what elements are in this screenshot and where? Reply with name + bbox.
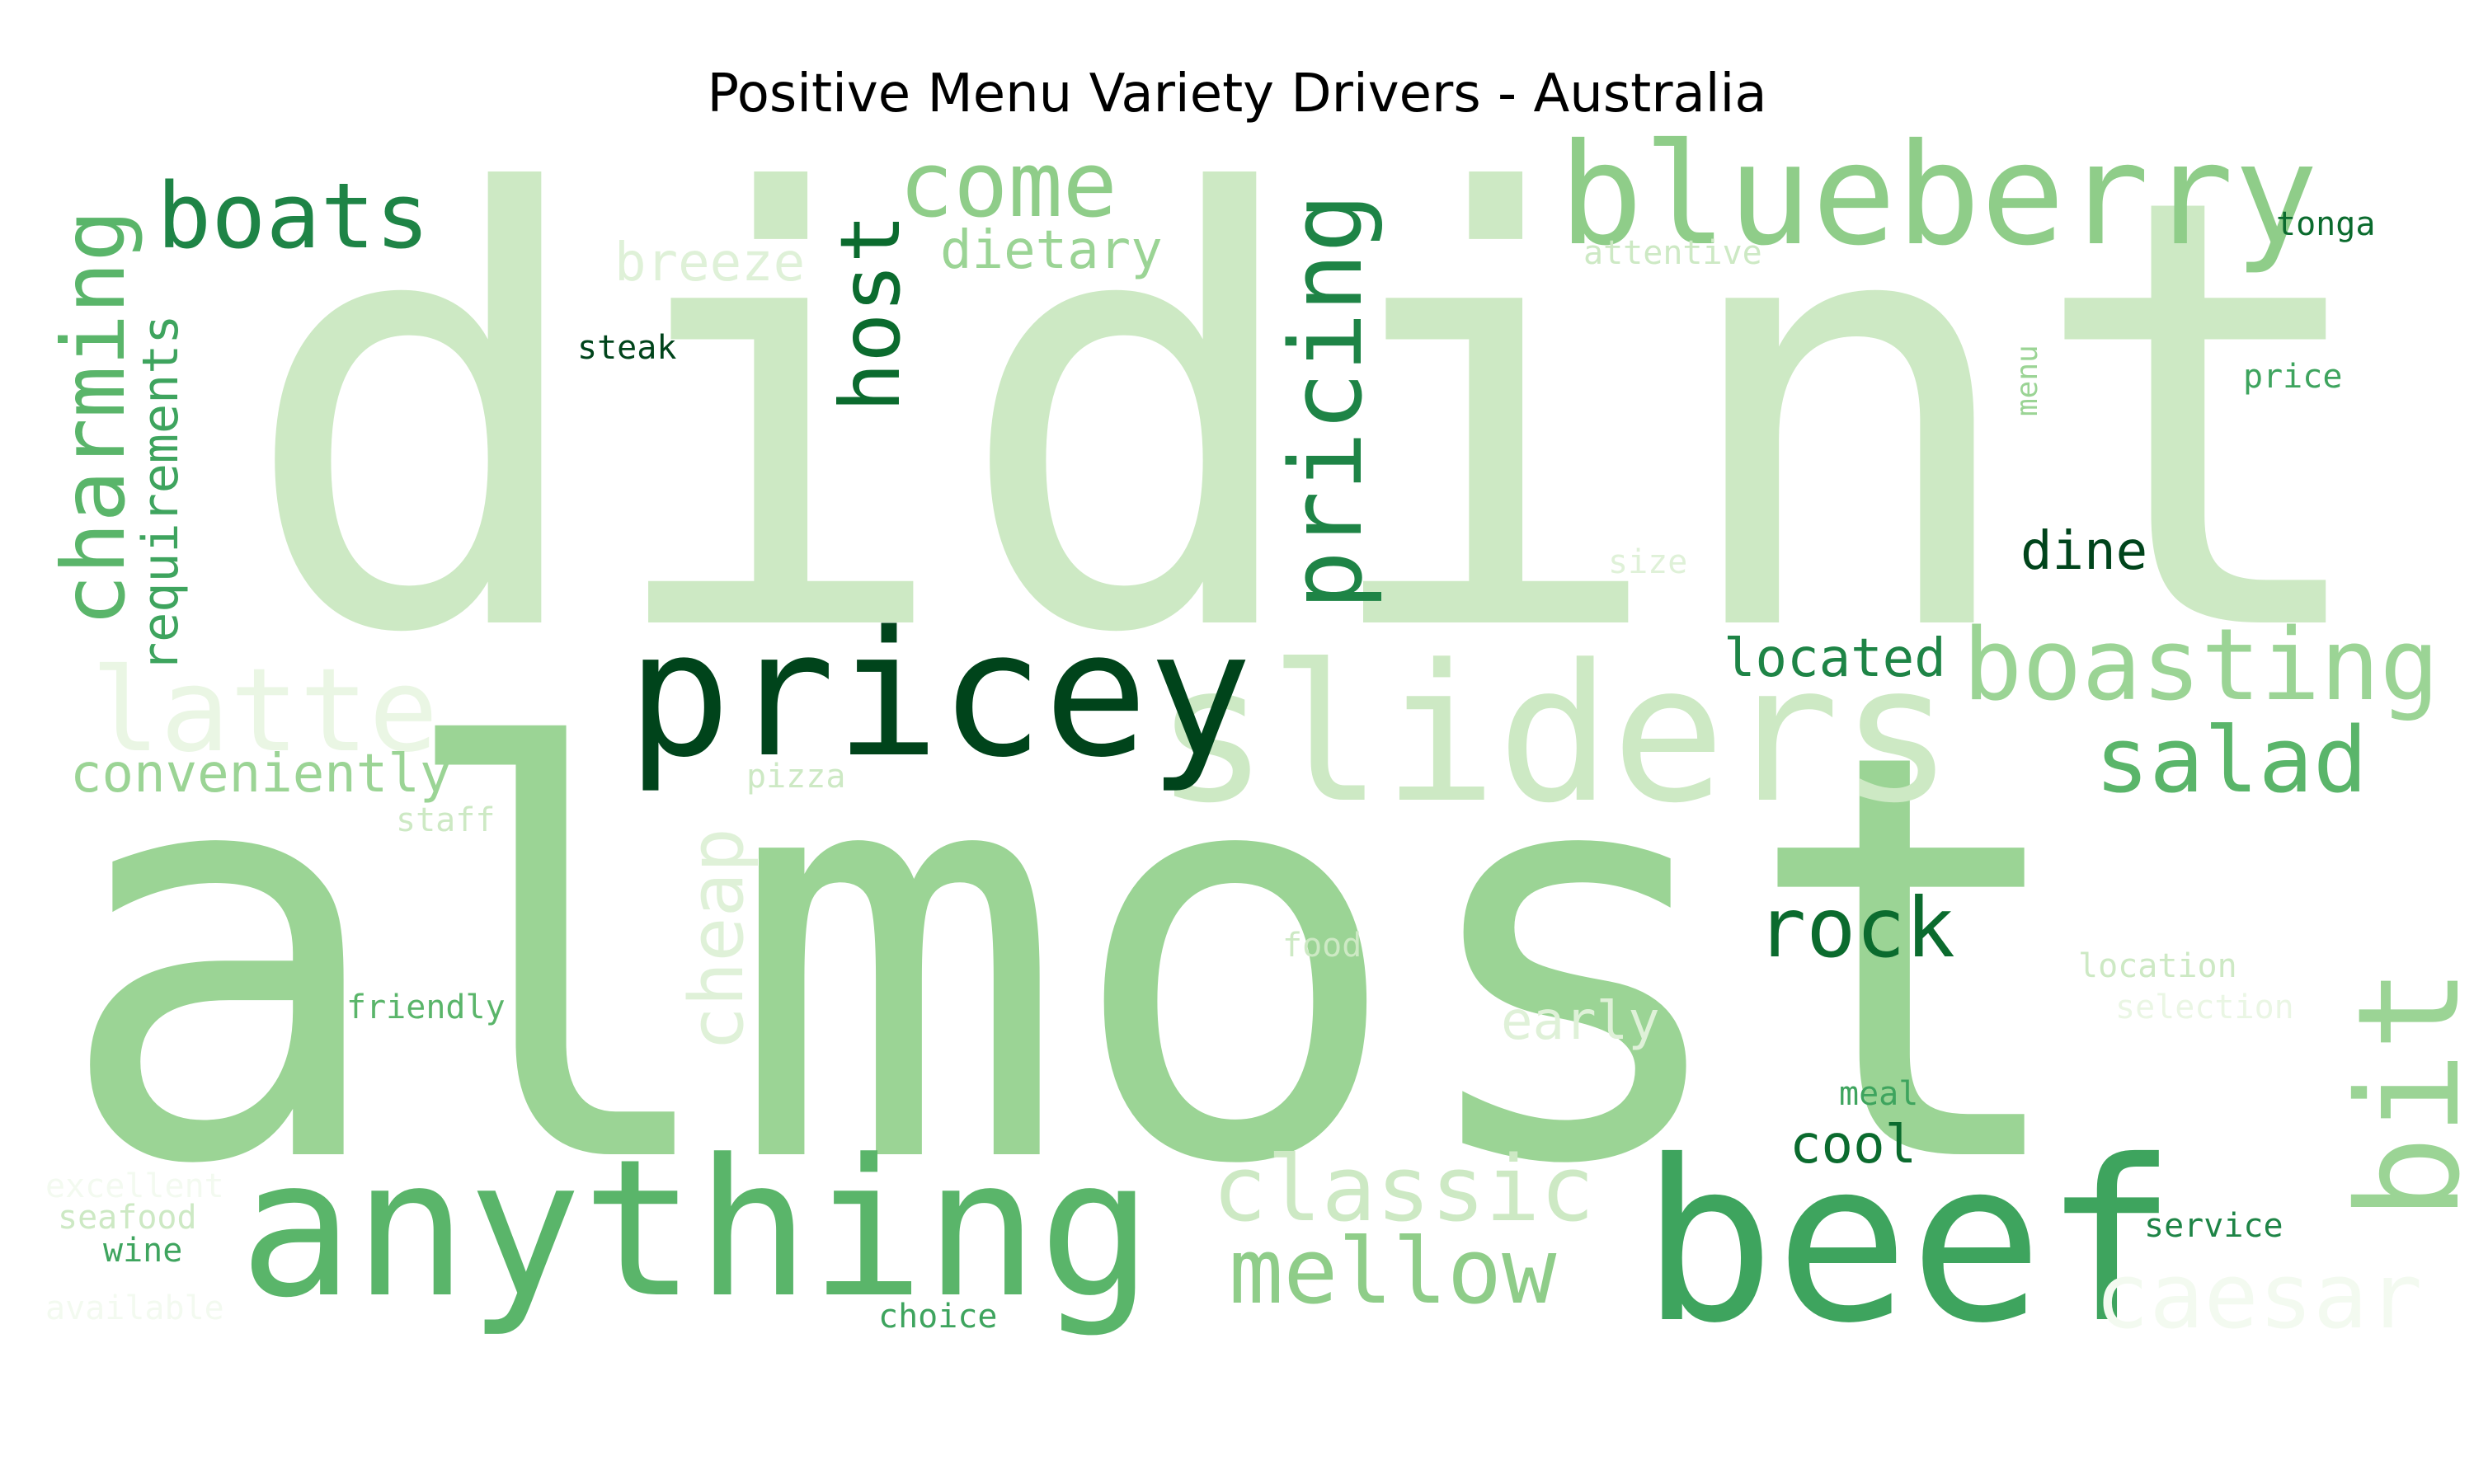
word-cheap: cheap <box>674 828 760 1051</box>
word-charming: charming <box>44 209 144 627</box>
word-size: size <box>1608 543 1687 581</box>
word-breeze: breeze <box>614 232 805 294</box>
word-pricey: pricey <box>627 594 1253 796</box>
word-tonga: tonga <box>2276 205 2375 243</box>
word-beef: beef <box>1641 1112 2177 1372</box>
word-seafood: seafood <box>58 1199 197 1237</box>
word-blueberry: blueberry <box>1559 114 2318 277</box>
word-host: host <box>822 214 919 412</box>
word-price: price <box>2243 358 2342 396</box>
word-almost: almost <box>54 635 2079 1287</box>
word-dine: dine <box>2020 521 2147 582</box>
word-dietary: dietary <box>940 220 1163 281</box>
word-located: located <box>1724 628 1946 689</box>
word-service: service <box>2144 1207 2284 1245</box>
word-rock: rock <box>1757 880 1955 976</box>
word-wine: wine <box>103 1232 182 1270</box>
word-latte: latte <box>91 644 438 778</box>
word-mellow: mellow <box>1229 1219 1557 1324</box>
word-excellent: excellent <box>45 1167 224 1205</box>
word-bit: bit <box>2328 967 2474 1220</box>
word-requirements: requirements <box>132 315 190 672</box>
word-anything: anything <box>239 1120 1153 1340</box>
word-caesar: caesar <box>2095 1243 2422 1349</box>
word-staff: staff <box>396 801 495 839</box>
word-pizza: pizza <box>746 758 845 796</box>
word-didint: didint <box>239 72 2384 763</box>
word-location: location <box>2078 947 2237 985</box>
word-menu: menu <box>2011 345 2044 416</box>
word-salad: salad <box>2095 707 2368 813</box>
word-steak: steak <box>577 329 676 367</box>
word-available: available <box>45 1289 224 1327</box>
word-cool: cool <box>1790 1115 1917 1176</box>
word-sliders: sliders <box>1155 625 1954 845</box>
word-selection: selection <box>2115 989 2294 1026</box>
word-conveniently: conveniently <box>70 744 451 805</box>
word-pricing: pricing <box>1270 193 1385 610</box>
word-attentive: attentive <box>1583 234 1762 272</box>
word-friendly: friendly <box>346 989 506 1026</box>
word-meal: meal <box>1839 1075 1918 1113</box>
word-boats: boats <box>157 163 430 269</box>
word-early: early <box>1501 991 1660 1052</box>
figure-title: Positive Menu Variety Drivers - Australi… <box>707 63 1767 124</box>
word-classic: classic <box>1212 1136 1595 1242</box>
word-choice: choice <box>878 1298 998 1336</box>
word-come: come <box>899 132 1117 237</box>
word-boasting: boasting <box>1963 608 2439 723</box>
word-food: food <box>1282 927 1362 965</box>
